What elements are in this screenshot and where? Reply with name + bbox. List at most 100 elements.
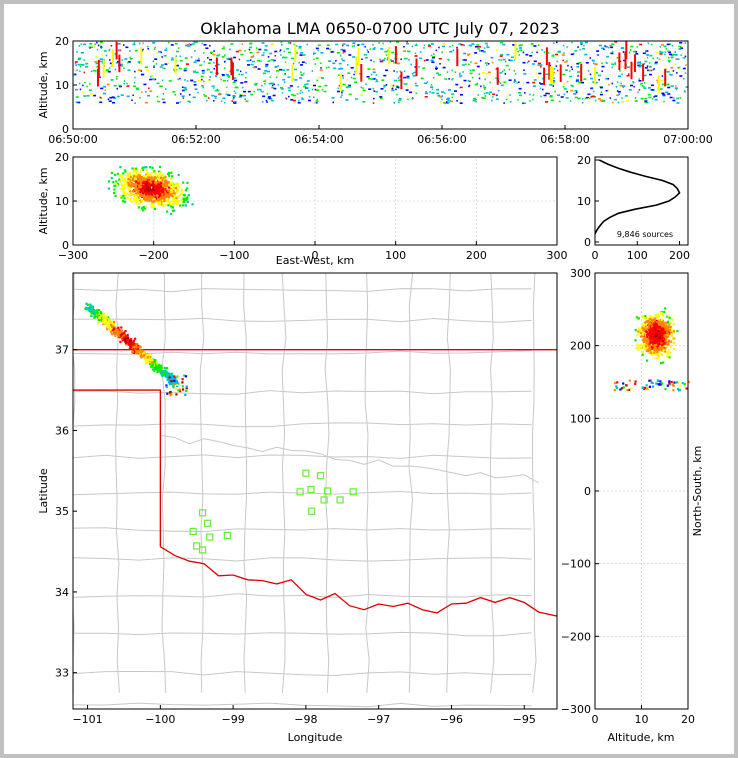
time-altitude-source (233, 56, 237, 59)
time-altitude-source (131, 99, 133, 101)
plan-view-source (154, 364, 158, 367)
plan-view-x-tick: −100 (145, 713, 175, 726)
altitude-northsouth-source (640, 315, 644, 318)
time-altitude-source (549, 84, 553, 86)
time-altitude-source (269, 97, 272, 100)
time-altitude-source (537, 64, 541, 66)
time-altitude-source (667, 50, 671, 53)
eastwest-altitude-source (156, 183, 159, 187)
time-altitude-source (469, 80, 471, 83)
eastwest-altitude-source (147, 177, 150, 180)
time-altitude-source (348, 93, 352, 96)
plan-view-source (94, 315, 97, 319)
time-altitude-source (483, 86, 487, 89)
time-altitude-source (347, 72, 351, 74)
eastwest-altitude-source (149, 176, 152, 179)
time-altitude-source (484, 78, 486, 81)
time-altitude-source (381, 59, 385, 61)
time-altitude-source (216, 89, 220, 92)
eastwest-altitude-source (129, 175, 132, 178)
eastwest-altitude-source (151, 178, 154, 181)
eastwest-altitude-source (159, 203, 162, 206)
time-altitude-source (83, 95, 87, 97)
eastwest-altitude-source (164, 179, 167, 182)
time-altitude-source (353, 45, 355, 47)
time-altitude-source (252, 66, 256, 69)
time-altitude-source (373, 90, 375, 92)
time-altitude-source (79, 70, 81, 72)
altitude-northsouth-source (650, 333, 653, 336)
time-altitude-source (110, 45, 113, 47)
time-altitude-source (362, 87, 364, 89)
time-altitude-source (321, 77, 324, 79)
plan-view-source (136, 347, 139, 350)
time-altitude-source (477, 94, 479, 96)
time-altitude-source (314, 102, 317, 104)
county-line (199, 273, 205, 693)
time-altitude-source (625, 41, 628, 60)
time-altitude-source (127, 69, 131, 71)
time-altitude-source (685, 64, 687, 66)
time-altitude-source (299, 92, 301, 94)
time-altitude-source (372, 71, 376, 74)
time-altitude-source (297, 86, 299, 88)
time-altitude-source (594, 81, 598, 84)
time-altitude-source (77, 58, 81, 61)
time-altitude-source (212, 53, 216, 56)
time-altitude-source (133, 42, 136, 44)
eastwest-altitude-source (153, 181, 157, 184)
time-altitude-x-tick: 06:58:00 (540, 133, 589, 146)
lma-figure: Oklahoma LMA 0650-0700 UTC July 07, 2023… (37, 19, 713, 744)
county-line (73, 288, 532, 293)
time-altitude-source (679, 42, 683, 44)
plan-view-source (120, 326, 123, 329)
time-altitude-source (269, 60, 271, 62)
time-altitude-source (270, 82, 274, 84)
altitude-northsouth-source (637, 317, 640, 320)
time-altitude-source (158, 50, 161, 53)
altitude-northsouth-source (669, 351, 672, 354)
eastwest-altitude-source (168, 183, 171, 186)
time-altitude-source (289, 85, 293, 87)
plan-view-source (152, 368, 155, 371)
plan-view-source (89, 308, 92, 311)
time-altitude-source (582, 48, 586, 50)
eastwest-altitude-source (186, 198, 189, 201)
plan-view-source (176, 383, 179, 386)
eastwest-altitude-source (176, 186, 179, 189)
eastwest-altitude-source (138, 179, 141, 182)
eastwest-altitude-source (162, 177, 165, 180)
eastwest-altitude-x-tick: −300 (58, 249, 88, 262)
altitude-northsouth-source (649, 347, 652, 351)
eastwest-altitude-source (179, 204, 182, 207)
time-altitude-source (123, 44, 125, 46)
altitude-northsouth-source (665, 343, 668, 346)
county-line (73, 390, 532, 395)
time-altitude-source (116, 76, 118, 78)
time-altitude-source (115, 41, 118, 60)
plan-view-source (170, 374, 173, 377)
plan-view-source (98, 316, 101, 319)
eastwest-altitude-source (131, 167, 134, 170)
eastwest-altitude-source (142, 209, 145, 212)
eastwest-altitude-x-tick: 300 (547, 249, 568, 262)
eastwest-altitude-source (128, 187, 131, 190)
altitude-northsouth-source (668, 382, 671, 385)
time-altitude-source (597, 54, 599, 56)
time-altitude-source (414, 44, 418, 47)
time-altitude-source (423, 59, 426, 62)
time-altitude-source (75, 96, 79, 98)
time-altitude-source (281, 44, 283, 46)
time-altitude-source (248, 48, 251, 51)
time-altitude-source (126, 82, 128, 85)
time-altitude-source (303, 85, 307, 88)
eastwest-altitude-source (142, 205, 145, 209)
eastwest-altitude-source (145, 178, 148, 181)
altitude-northsouth-source (673, 381, 676, 384)
time-altitude-source (450, 100, 453, 103)
altitude-northsouth-source (648, 342, 651, 345)
eastwest-altitude-source (133, 180, 136, 183)
time-altitude-source (658, 58, 661, 61)
time-altitude-source (616, 56, 620, 59)
plan-view-x-tick: −101 (72, 713, 102, 726)
